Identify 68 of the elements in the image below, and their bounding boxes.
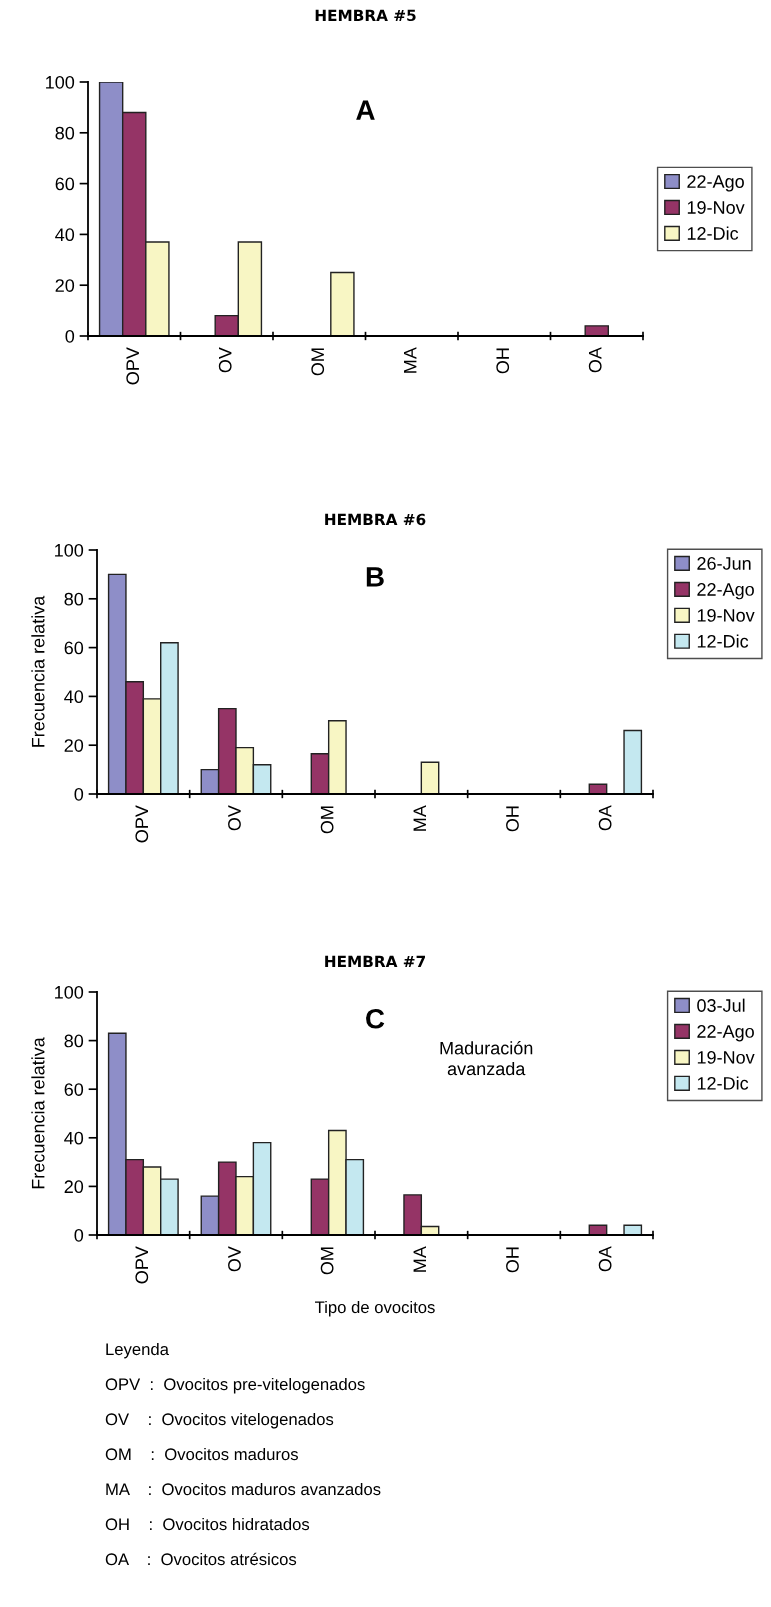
- x-axis-title: Tipo de ovocitos: [315, 1300, 435, 1317]
- x-tick-label: OPV: [135, 805, 149, 843]
- x-tick-label: OH: [496, 348, 510, 374]
- y-tick-label: 100: [46, 75, 75, 89]
- legend-label: 22-Ago: [697, 1025, 754, 1042]
- bar: [330, 271, 355, 336]
- bar: [584, 325, 610, 336]
- x-tick-label: MA: [413, 1246, 426, 1272]
- y-tick-label: 60: [55, 177, 75, 191]
- x-tick-label: OPV: [135, 1246, 149, 1284]
- x-tick-label: OM: [311, 348, 325, 376]
- legend-label: 19-Nov: [697, 608, 755, 622]
- x-tick-label: OH: [506, 806, 519, 832]
- y-tick-label: 40: [55, 228, 75, 242]
- x-tick-label: OPV: [126, 347, 140, 385]
- text: OPV : Ovocitos pre-vitelogenados: [105, 1377, 365, 1394]
- legend-label: 22-Ago: [697, 583, 754, 600]
- y-tick-label: 60: [64, 641, 84, 655]
- y-tick-label: 60: [64, 1083, 84, 1096]
- y-tick-label: 0: [74, 787, 84, 801]
- x-tick-label: OM: [320, 806, 334, 834]
- x-tick-label: OA: [598, 805, 612, 831]
- x-tick-label: MA: [413, 805, 426, 831]
- text: OM : Ovocitos maduros: [105, 1447, 298, 1461]
- y-tick-label: 20: [64, 1180, 84, 1194]
- y-tick-label: 20: [55, 279, 75, 292]
- annotation: Maduración avanzada: [440, 1041, 533, 1076]
- y-axis-title: Frecuencia relativa: [31, 595, 45, 747]
- x-tick-label: OA: [598, 1246, 612, 1272]
- y-tick-label: 0: [74, 1228, 84, 1242]
- legend-label: 19-Nov: [687, 201, 745, 214]
- legend-label: 26-Jun: [697, 557, 751, 570]
- x-tick-label: OV: [228, 1246, 241, 1272]
- text: Leyenda: [106, 1342, 169, 1359]
- legend-label: 12-Dic: [687, 226, 739, 240]
- legend-label: 12-Dic: [697, 1076, 749, 1090]
- y-tick-label: 80: [55, 126, 75, 140]
- chart-title: HEMBRA #7: [325, 955, 425, 967]
- y-tick-label: 80: [64, 1034, 84, 1048]
- bar: [420, 761, 440, 794]
- x-tick-label: OV: [218, 347, 232, 373]
- x-tick-label: OV: [228, 805, 241, 831]
- x-tick-label: MA: [404, 347, 417, 373]
- text: OV : Ovocitos vitelogenados: [105, 1412, 334, 1429]
- legend-label: 22-Ago: [687, 175, 744, 192]
- y-tick-label: 100: [55, 543, 84, 557]
- y-tick-label: 20: [64, 739, 84, 752]
- y-tick-label: 40: [64, 690, 84, 704]
- x-tick-label: OA: [588, 347, 602, 373]
- legend-label: 19-Nov: [697, 1051, 755, 1064]
- y-tick-label: 40: [64, 1131, 84, 1145]
- x-tick-label: OM: [320, 1247, 334, 1275]
- x-tick-label: OH: [506, 1247, 519, 1273]
- y-axis-title: Frecuencia relativa: [31, 1037, 45, 1189]
- legend-label: 12-Dic: [697, 634, 749, 648]
- chart-title: HEMBRA #6: [325, 513, 426, 526]
- y-tick-label: 80: [64, 592, 84, 606]
- annotation: B: [366, 567, 384, 587]
- text: OA : Ovocitos atrésicos: [105, 1552, 297, 1566]
- legend-label: 03-Jul: [697, 998, 745, 1012]
- annotation: C: [366, 1008, 385, 1029]
- annotation: A: [356, 100, 375, 120]
- text: OH : Ovocitos hidratados: [105, 1517, 310, 1531]
- y-tick-label: 100: [55, 985, 84, 999]
- text: MA : Ovocitos maduros avanzados: [106, 1482, 381, 1496]
- chart-title: HEMBRA #5: [315, 9, 416, 22]
- y-tick-label: 0: [65, 329, 75, 343]
- bar: [623, 729, 643, 794]
